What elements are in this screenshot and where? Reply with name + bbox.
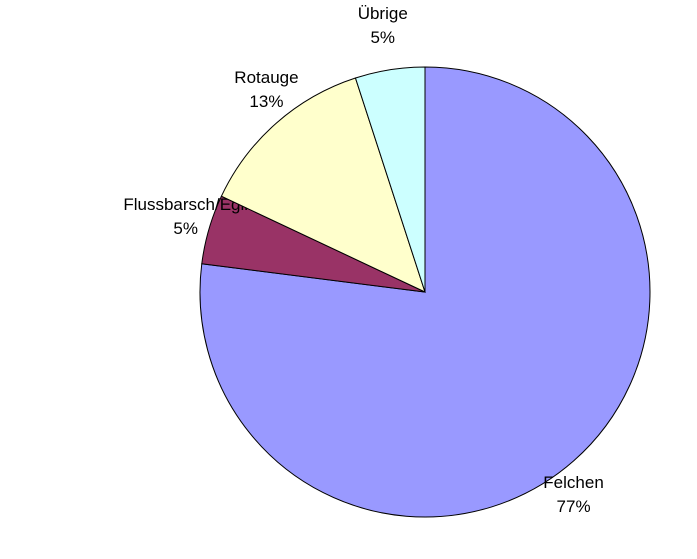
slice-label: Übrige [358,4,408,23]
slice-label: Flussbarsch/Egli [123,195,248,214]
slice-label: Rotauge [234,68,298,87]
pie-slice [354,66,426,293]
pie-slice [199,66,651,518]
slice-value-label: 77% [557,497,591,516]
slice-value-label: 5% [370,28,395,47]
slice-label: Felchen [543,473,603,492]
slice-value-label: 5% [173,219,198,238]
pie-slice [220,77,426,293]
slice-value-label: 13% [249,92,283,111]
